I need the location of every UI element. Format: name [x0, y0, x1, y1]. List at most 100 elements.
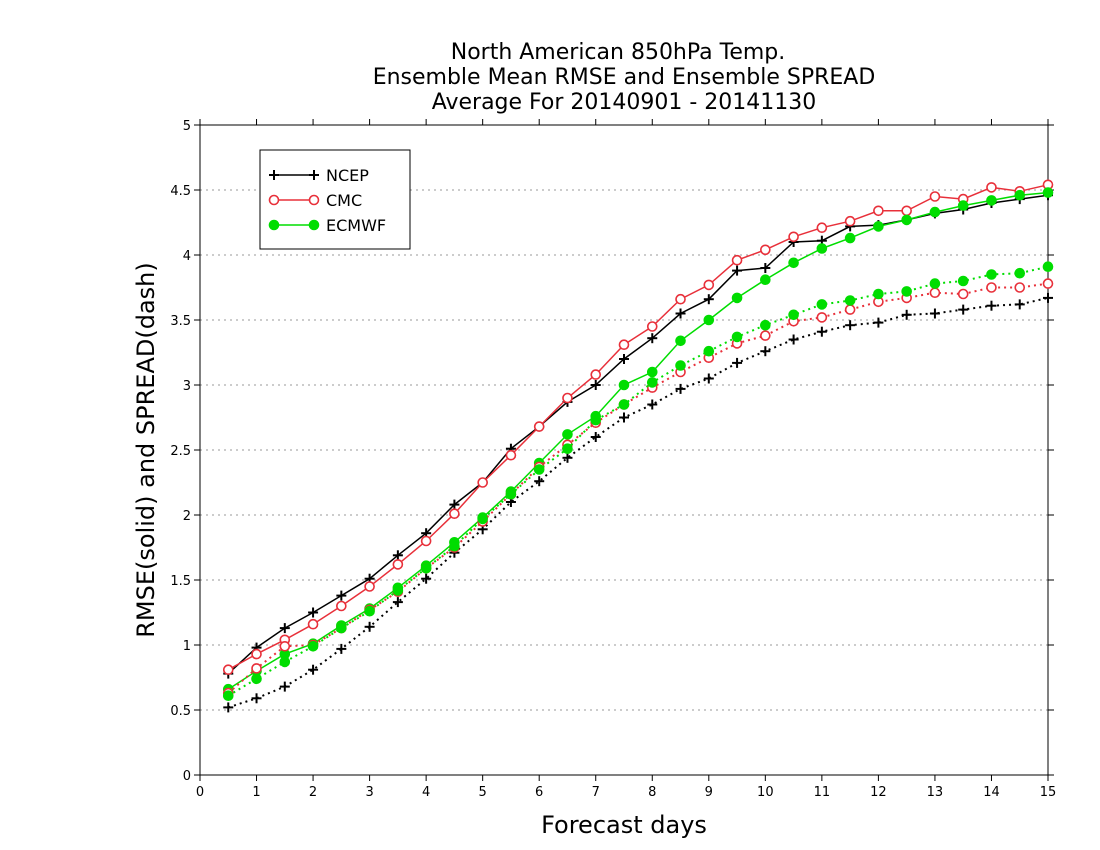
legend-label: CMC: [326, 191, 362, 210]
data-point-cmc: [420, 535, 432, 547]
data-point-ecmwf-spread: [1014, 267, 1026, 279]
legend-marker: [308, 194, 320, 206]
data-point-cmc-spread: [279, 640, 291, 652]
x-tick-label: 13: [927, 785, 944, 800]
data-point-cmc: [364, 581, 375, 592]
data-point-cmc: [844, 215, 856, 227]
data-point-ecmwf-spread: [251, 673, 262, 685]
data-point-ncep: [675, 308, 686, 319]
legend-item-ncep: NCEP: [269, 166, 369, 185]
data-point-ecmwf: [675, 335, 686, 347]
x-tick-label: 3: [365, 785, 373, 800]
gridlines: [200, 189, 1048, 711]
data-point-ncep-spread: [392, 597, 403, 608]
data-point-ecmwf-spread: [477, 513, 488, 525]
chart-title: North American 850hPa Temp. Ensemble Mea…: [373, 40, 876, 115]
data-point-ecmwf-spread: [844, 295, 856, 306]
legend-label: NCEP: [326, 166, 369, 185]
data-point-ecmwf-spread: [392, 585, 404, 596]
series-layer: [222, 179, 1054, 713]
data-point-ecmwf: [788, 257, 799, 269]
series-cmc: [222, 179, 1054, 676]
legend-marker: [268, 194, 280, 206]
data-point-cmc-spread: [251, 663, 262, 674]
series-ncep: [223, 190, 1053, 679]
x-tick-label: 8: [648, 785, 656, 800]
data-point-ncep: [703, 294, 714, 305]
data-point-cmc: [816, 222, 828, 233]
data-point-ncep: [590, 380, 601, 390]
data-point-ncep-spread: [223, 702, 234, 713]
data-point-cmc: [675, 293, 686, 305]
data-point-ncep-spread: [647, 399, 658, 410]
data-point-cmc: [533, 421, 545, 432]
data-point-ncep-spread: [279, 681, 290, 692]
data-point-ecmwf-spread: [449, 540, 460, 552]
data-point-ecmwf: [760, 274, 771, 286]
series-line-ncep-spread: [227, 296, 1049, 709]
data-point-ncep: [279, 623, 290, 634]
data-point-ecmwf: [844, 232, 856, 244]
data-point-ncep-spread: [421, 573, 432, 584]
data-point-cmc: [731, 254, 743, 266]
data-point-cmc: [477, 477, 488, 488]
x-tick-label: 9: [705, 785, 713, 800]
data-point-ncep-spread: [534, 476, 545, 487]
y-tick-label: 1: [183, 639, 191, 654]
legend: NCEP CMC ECMWF: [259, 149, 411, 250]
data-point-ecmwf-spread: [731, 331, 743, 343]
data-point-ncep: [760, 263, 771, 273]
legend-marker: [269, 170, 279, 180]
data-point-ncep-spread: [336, 643, 347, 654]
data-point-cmc-spread: [986, 282, 997, 293]
data-point-cmc: [505, 449, 517, 461]
x-tick-label: 0: [196, 785, 204, 800]
y-tick-label: 2: [183, 509, 191, 524]
data-point-ncep-spread: [619, 412, 629, 423]
x-tick-label: 6: [535, 785, 543, 800]
data-point-ecmwf-spread: [590, 414, 602, 426]
data-point-ecmwf: [703, 314, 715, 326]
series-cmc-spread: [222, 278, 1054, 699]
y-tick-label: 0: [183, 769, 191, 784]
data-point-ncep: [732, 265, 743, 276]
data-point-ncep-spread: [732, 357, 743, 368]
data-point-ncep: [647, 333, 658, 344]
data-point-ecmwf-spread: [901, 286, 912, 297]
data-point-ncep-spread: [901, 309, 912, 320]
series-line-ncep: [227, 194, 1049, 675]
data-point-ncep-spread: [562, 452, 573, 463]
data-point-cmc: [901, 205, 912, 217]
data-point-ncep: [449, 499, 460, 510]
x-tick-label: 7: [592, 785, 600, 800]
chart-title-line-3: Average For 20140901 - 20141130: [432, 90, 817, 115]
data-point-ecmwf: [562, 429, 573, 440]
data-point-ncep-spread: [958, 304, 969, 315]
series-ecmwf: [222, 187, 1054, 695]
data-point-ecmwf-spread: [364, 605, 375, 617]
data-point-ecmwf: [986, 195, 997, 206]
data-point-ecmwf-spread: [646, 377, 658, 388]
series-line-cmc: [227, 184, 1049, 671]
x-tick-label: 2: [309, 785, 317, 800]
data-point-cmc-spread: [957, 288, 969, 300]
data-point-cmc: [646, 321, 658, 332]
y-tick-label: 4.5: [170, 184, 191, 199]
data-point-ecmwf: [901, 214, 912, 226]
data-point-cmc-spread: [760, 330, 771, 341]
y-tick-label: 3: [183, 379, 191, 394]
data-point-ncep-spread: [675, 383, 686, 394]
data-point-ncep: [336, 590, 347, 601]
data-point-cmc: [336, 600, 347, 612]
legend-item-ecmwf: ECMWF: [268, 216, 386, 235]
data-point-cmc: [618, 339, 630, 351]
y-tick-label: 2.5: [170, 444, 191, 459]
data-point-ncep-spread: [986, 300, 997, 311]
data-point-cmc: [986, 182, 997, 193]
series-line-cmc-spread: [227, 282, 1049, 694]
data-point-cmc-spread: [1014, 282, 1026, 293]
data-point-ecmwf-spread: [873, 288, 884, 300]
data-point-cmc: [222, 664, 234, 676]
data-point-ecmwf: [1042, 187, 1054, 198]
legend-marker: [268, 219, 280, 231]
